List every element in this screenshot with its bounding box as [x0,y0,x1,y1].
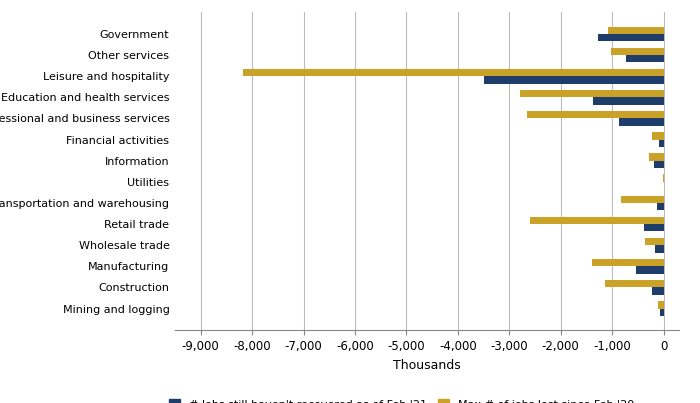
Bar [636,266,664,274]
Bar [657,203,664,210]
Bar [661,309,664,316]
Bar [606,280,664,287]
Bar [593,98,664,105]
Bar [659,301,664,309]
Bar [654,161,664,168]
Bar [626,55,664,62]
Legend: # Jobs still haven't recovered as of Feb '21, Max # of jobs lost since Feb '20: # Jobs still haven't recovered as of Feb… [164,395,639,403]
Bar [608,27,664,34]
X-axis label: Thousands: Thousands [393,359,461,372]
Bar [519,90,664,98]
Bar [652,287,664,295]
Bar [527,111,664,118]
Bar [592,259,664,266]
Bar [649,153,664,161]
Bar [659,139,664,147]
Bar [484,76,664,83]
Bar [611,48,664,55]
Bar [598,34,664,42]
Bar [652,132,664,139]
Bar [621,195,664,203]
Bar [645,238,664,245]
Bar [530,217,664,224]
Bar [654,245,664,253]
Bar [619,118,664,126]
Bar [662,174,664,182]
Bar [243,69,664,76]
Bar [643,224,664,231]
